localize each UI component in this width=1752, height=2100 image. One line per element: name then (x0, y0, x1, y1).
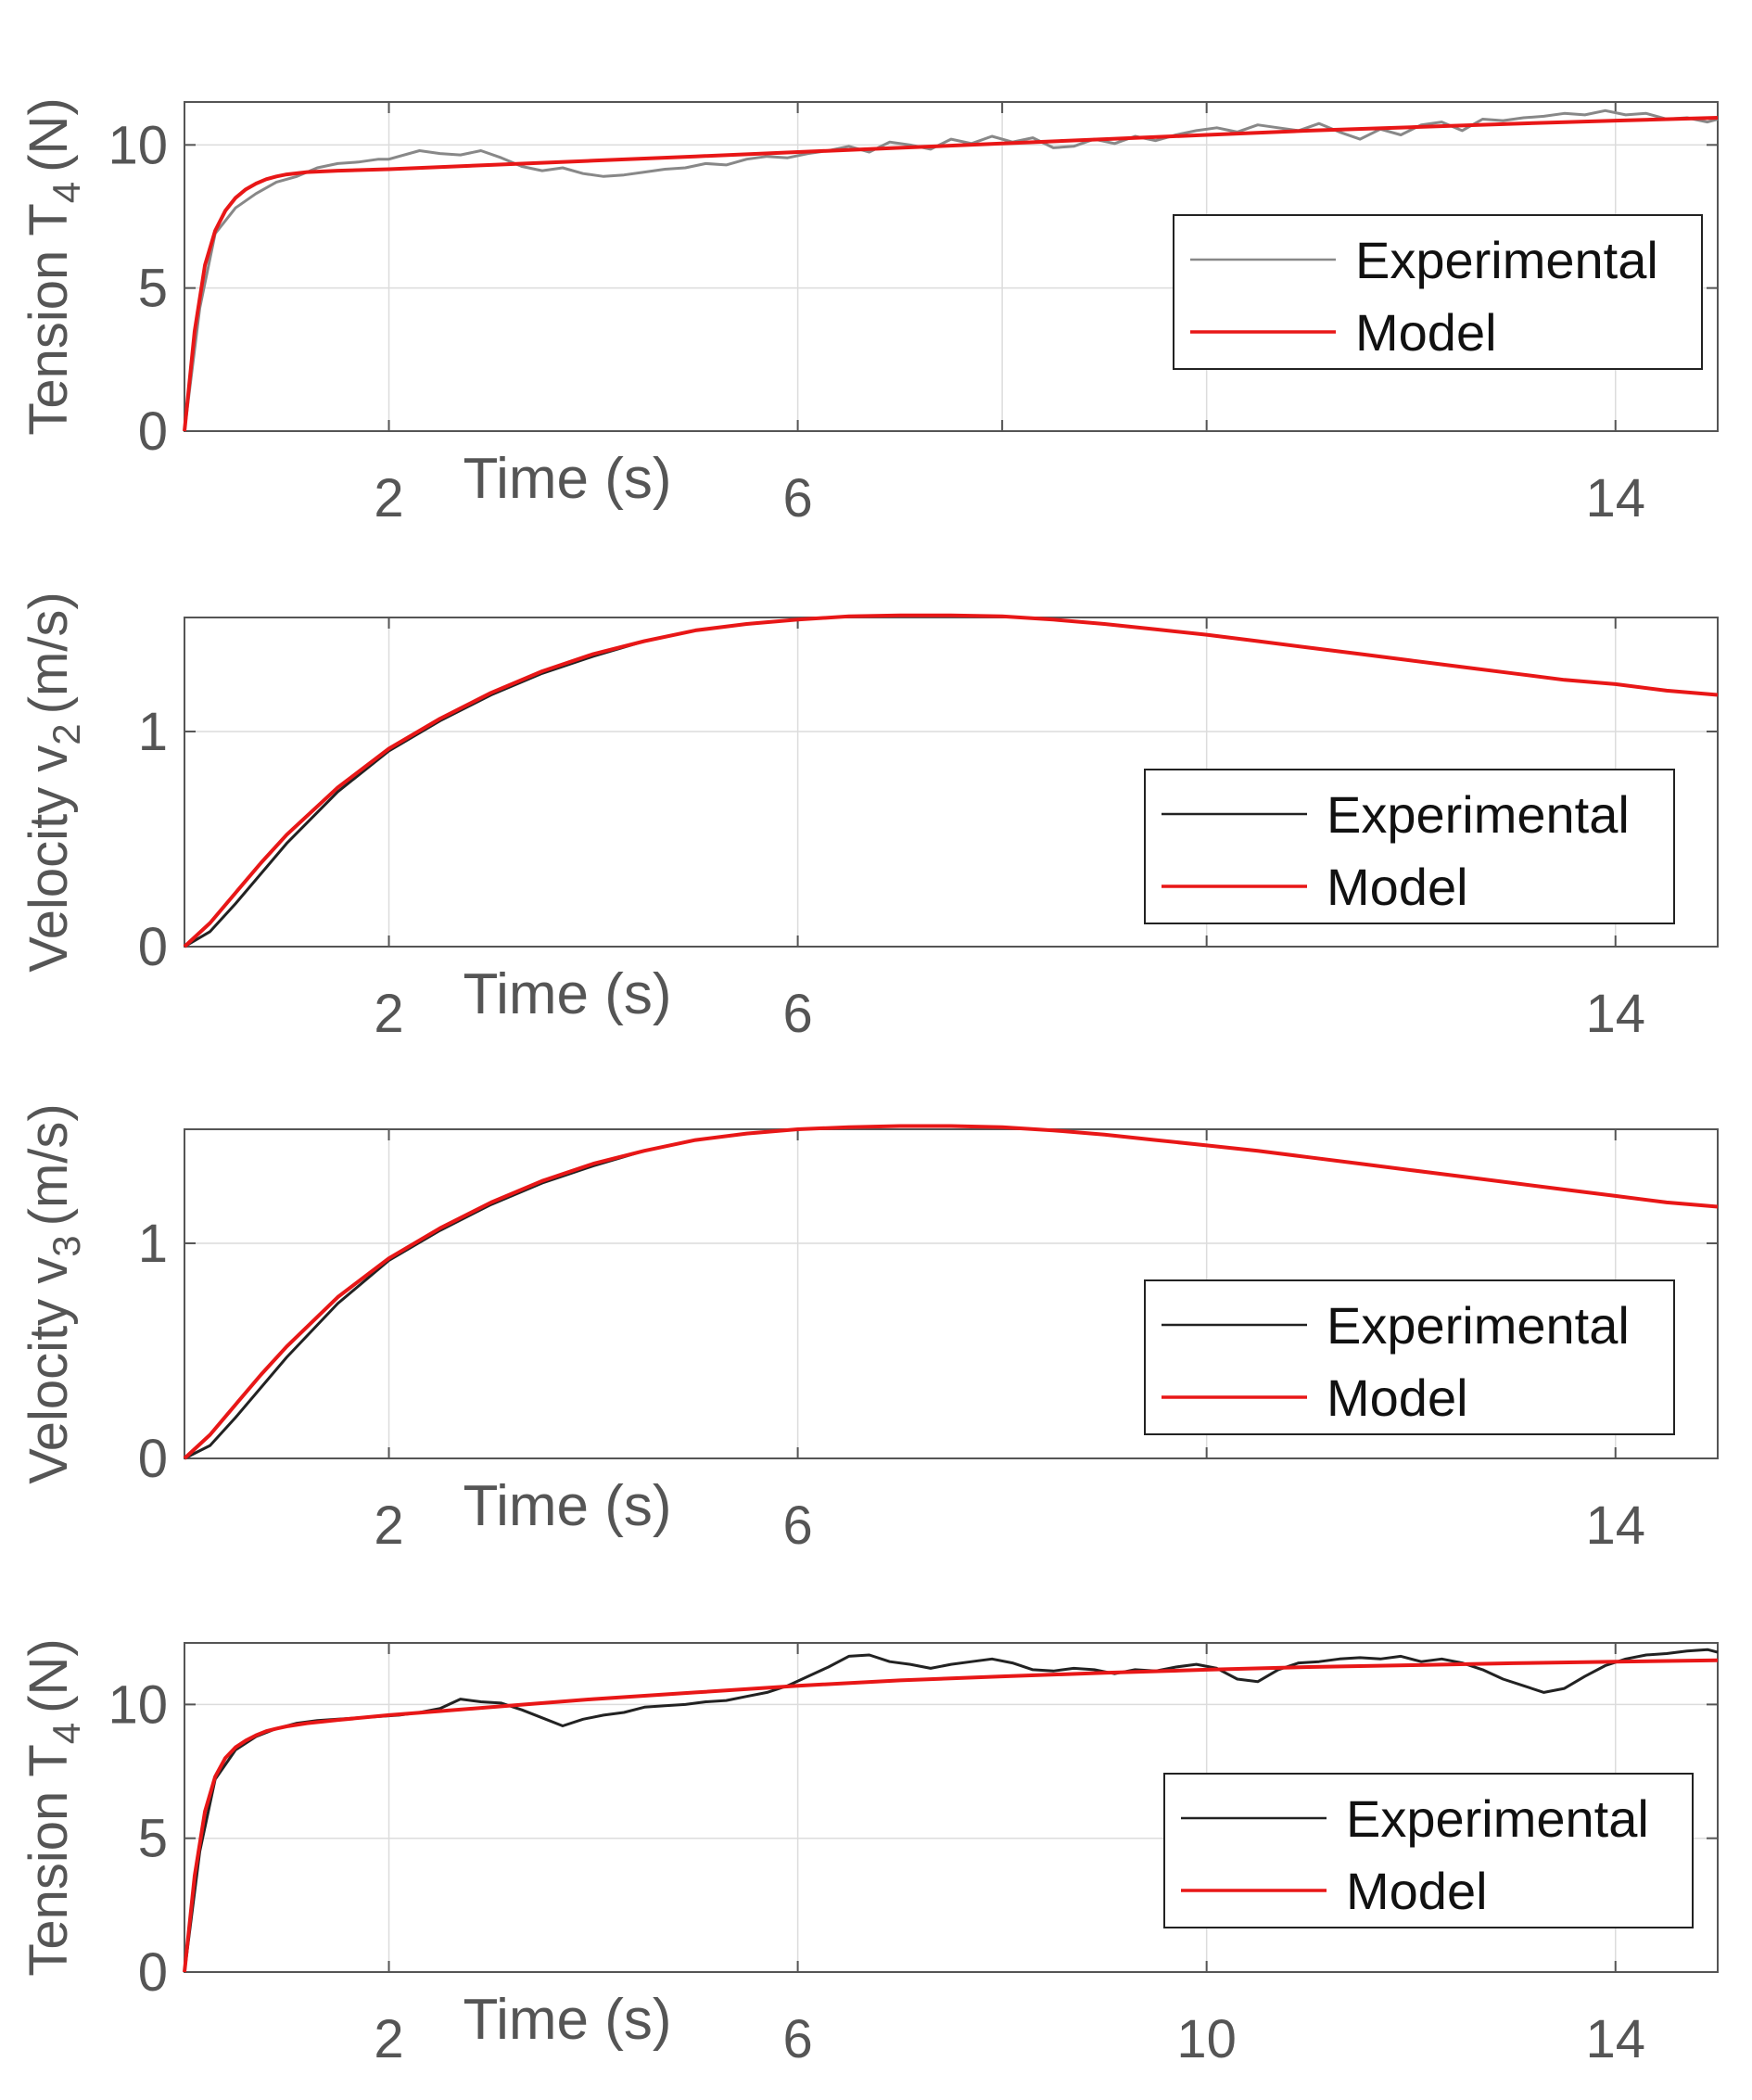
x-tick-label: 14 (1585, 2009, 1645, 2069)
legend-label-experimental: Experimental (1327, 1296, 1630, 1355)
y-axis-label-subscript: 3 (44, 1235, 88, 1256)
y-axis-label-main: Velocity v (19, 745, 79, 973)
x-tick-label: 10 (1176, 2009, 1237, 2069)
x-tick-label: 6 (782, 468, 812, 528)
legend-label-experimental: Experimental (1355, 231, 1658, 289)
y-axis-label-subscript: 4 (44, 182, 88, 203)
x-tick-label: 6 (782, 1495, 812, 1556)
x-tick-label: 6 (782, 984, 812, 1044)
y-tick-label: 1 (138, 1214, 168, 1274)
legend-label-experimental: Experimental (1346, 1789, 1649, 1848)
y-axis-label-main: Tension T (19, 203, 79, 435)
legend-box (1144, 769, 1675, 924)
legend-label-model: Model (1327, 858, 1468, 916)
panel-3: 2 6 14 0 1 Time (s) Velocity v3 (m/s) Experiment… (19, 1103, 1719, 1556)
y-axis-label-subscript: 4 (44, 1723, 88, 1744)
series-line-model (183, 116, 1719, 432)
y-axis-label-unit: (m/s) (19, 592, 79, 714)
legend: Experimental Model (1173, 214, 1703, 370)
panel-1: 2 6 14 0 5 10 Time (s) Tension T4 (N) Experimenta… (19, 97, 1719, 528)
legend-box (1163, 1773, 1694, 1928)
y-tick-label: 0 (138, 1429, 168, 1489)
y-axis-label-main: Velocity v (19, 1257, 79, 1484)
legend: Experimental Model (1144, 769, 1675, 924)
x-tick-label: 14 (1585, 984, 1645, 1044)
y-tick-label: 0 (138, 1942, 168, 2003)
y-tick-label: 1 (138, 702, 168, 762)
x-tick-label: 2 (374, 2009, 403, 2069)
legend-label-model: Model (1327, 1368, 1468, 1427)
x-tick-label: 14 (1585, 1495, 1645, 1556)
y-axis-label-main: Tension T (19, 1744, 79, 1976)
y-axis-label-subscript: 2 (44, 723, 88, 745)
legend-label-model: Model (1355, 303, 1497, 362)
legend-box (1173, 214, 1703, 370)
y-axis-label-unit: (N) (19, 97, 79, 172)
axes-box (184, 101, 1719, 432)
axes-box (184, 1642, 1719, 1973)
x-tick-label: 2 (374, 984, 403, 1044)
y-tick-label: 0 (138, 917, 168, 977)
legend-label-experimental: Experimental (1327, 785, 1630, 844)
y-axis-label: Tension T4 (N) (19, 1638, 88, 1976)
x-tick-label: 2 (374, 468, 403, 528)
x-axis-label: Time (s) (463, 962, 672, 1026)
x-axis-label: Time (s) (463, 1474, 672, 1538)
y-tick-label: 10 (108, 115, 168, 175)
y-axis-label-unit: (m/s) (19, 1103, 79, 1226)
x-tick-label: 6 (782, 2009, 812, 2069)
axes-box (184, 617, 1719, 948)
legend: Experimental Model (1144, 1279, 1675, 1435)
x-tick-label: 2 (374, 1495, 403, 1556)
y-tick-label: 5 (138, 259, 168, 319)
y-axis-label: Velocity v3 (m/s) (19, 1103, 88, 1483)
panel-4: 2 6 10 14 0 5 10 Time (s) Tension T4 (N) Experimen… (19, 1638, 1719, 2069)
y-tick-label: 10 (108, 1674, 168, 1735)
legend: Experimental Model (1163, 1773, 1694, 1928)
axes-box (184, 1128, 1719, 1459)
y-axis-label-unit: (N) (19, 1638, 79, 1713)
y-tick-label: 0 (138, 401, 168, 462)
y-axis-label: Velocity v2 (m/s) (19, 592, 88, 972)
y-tick-label: 5 (138, 1809, 168, 1869)
x-axis-label: Time (s) (463, 1988, 672, 2052)
series-line-model (183, 613, 1719, 948)
y-axis-label: Tension T4 (N) (19, 97, 88, 435)
legend-label-model: Model (1346, 1862, 1488, 1920)
x-tick-label: 14 (1585, 468, 1645, 528)
series-line-model (183, 1658, 1719, 1973)
legend-box (1144, 1279, 1675, 1435)
x-axis-label: Time (s) (463, 447, 672, 511)
series-line-model (183, 1124, 1719, 1460)
